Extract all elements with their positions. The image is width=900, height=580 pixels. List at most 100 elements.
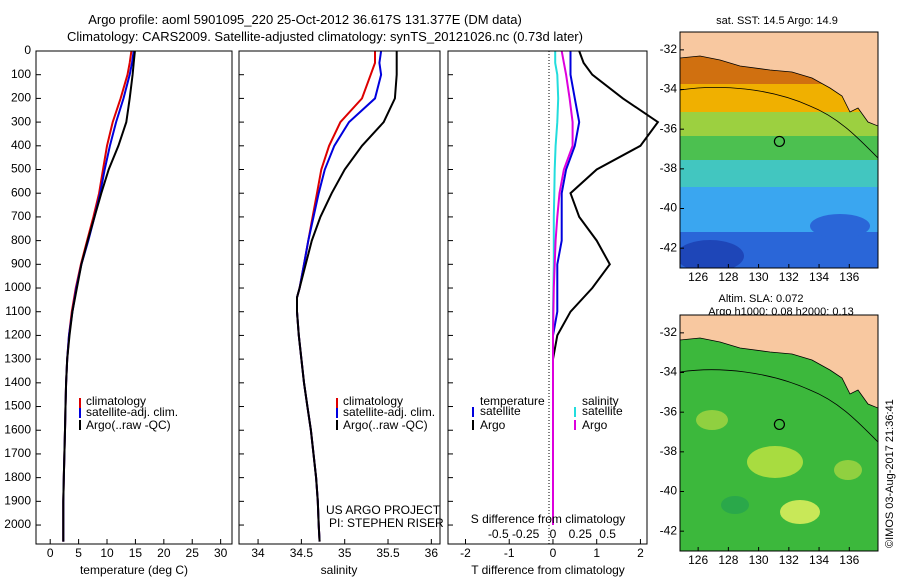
legend-label-argo: Argo(..raw -QC): [86, 418, 171, 432]
s-legend-label-satellite: satellite-adj. clim.: [343, 405, 435, 419]
series-line-climatology: [62, 50, 133, 542]
difference-legend: temperature satellite Argo salinity sate…: [472, 394, 623, 432]
map-x-tick-label: 128: [718, 553, 738, 567]
legend-label-satellite: satellite-adj. clim.: [86, 405, 178, 419]
top-tick-label: -0.25: [512, 527, 540, 541]
s-legend-label-climatology: climatology: [343, 394, 403, 408]
salinity-x-label: salinity: [321, 563, 358, 577]
x-tick-label: -1: [504, 546, 515, 560]
project-annotation-line1: US ARGO PROJECT: [326, 503, 441, 517]
y-tick-label: 1400: [4, 375, 31, 389]
legend-title-salinity: salinity: [582, 394, 619, 408]
sla-map-field: [680, 315, 878, 551]
x-tick-label: 15: [129, 546, 143, 560]
y-tick-label: 500: [11, 162, 31, 176]
y-tick-label: 400: [11, 138, 31, 152]
difference-x-ticks: -2 -1 0 1 2: [460, 539, 644, 560]
sla-land: [680, 315, 878, 409]
x-tick-label: 25: [186, 546, 200, 560]
legend-label-t-argo: Argo: [480, 418, 506, 432]
y-tick-label: 100: [11, 67, 31, 81]
x-tick-label: 35.5: [376, 546, 400, 560]
top-tick-label: 0: [550, 527, 557, 541]
x-tick-label: 10: [100, 546, 114, 560]
difference-axes-frame: [447, 50, 648, 545]
y-tick-label: 900: [11, 256, 31, 270]
y-tick-label: 1100: [5, 304, 31, 318]
sst-contour-line: [680, 87, 878, 159]
temperature-axes-frame: [35, 50, 233, 545]
map-y-tick-label: -42: [660, 240, 678, 254]
x-tick-label: 34: [251, 546, 265, 560]
x-tick-label: 1: [593, 546, 600, 560]
y-tick-label: 0: [24, 43, 31, 57]
sla-map-title-line1: Altim. SLA: 0.072: [719, 293, 804, 305]
y-tick-label: 1500: [4, 399, 31, 413]
figure-title-line2: Climatology: CARS2009. Satellite-adjuste…: [67, 29, 583, 44]
x-tick-label: 30: [214, 546, 228, 560]
map-y-tick-label: -40: [660, 484, 678, 498]
sst-map-panel: sat. SST: 14.5 Argo: 14.9 126 128 130 132 13…: [660, 15, 879, 284]
sla-high-patch-1: [747, 446, 803, 478]
sst-map-field: [680, 32, 878, 268]
map-x-tick-label: 126: [688, 270, 708, 284]
sla-high-patch-4: [834, 460, 862, 480]
map-x-tick-label: 132: [779, 553, 799, 567]
map-y-tick-label: -36: [660, 404, 678, 418]
x-tick-label: 0: [550, 546, 557, 560]
legend-label-s-satellite: satellite: [582, 404, 623, 418]
difference-panel: -2 -1 0 1 2 -0.5 -0.25 0 0.25 0.5 S difference f…: [447, 50, 660, 577]
map-x-tick-label: 134: [809, 553, 829, 567]
legend-title-temperature: temperature: [480, 394, 545, 408]
series-line-argo-raw-qc-: [296, 51, 398, 542]
temperature-legend: climatology satellite-adj. clim. Argo(..…: [79, 394, 178, 432]
sla-low-patch: [721, 496, 749, 514]
temperature-panel: 0 5 10 15 20 25 30 0 100 200 300 400 500 600 700 800 90…: [4, 43, 453, 577]
legend-label-t-satellite: satellite: [480, 404, 521, 418]
sst-map-frame: [679, 31, 879, 269]
y-tick-label: 1600: [4, 422, 31, 436]
sla-high-patch-3: [696, 410, 728, 430]
map-y-tick-label: -32: [660, 325, 678, 339]
x-tick-label: 2: [637, 546, 644, 560]
map-x-tick-label: 128: [718, 270, 738, 284]
sla-map-x-ticks: 126 128 130 132 134 136: [688, 547, 860, 567]
map-x-tick-label: 134: [809, 270, 829, 284]
y-tick-label: 2000: [4, 517, 31, 531]
x-tick-label: -2: [460, 546, 471, 560]
legend-label-climatology: climatology: [86, 394, 146, 408]
salinity-x-ticks: 34 34.5 35 35.5 36: [251, 539, 438, 560]
sla-argo-marker: [773, 418, 786, 431]
x-tick-label: 36: [425, 546, 439, 560]
sst-land: [680, 32, 878, 127]
sst-map-title: sat. SST: 14.5 Argo: 14.9: [716, 15, 838, 27]
map-x-tick-label: 132: [779, 270, 799, 284]
sst-cool-patch: [810, 214, 870, 238]
series-line-climatology: [296, 51, 376, 542]
x-tick-label: 35: [338, 546, 352, 560]
sla-map-y-ticks: -32 -34 -36 -38 -40 -42: [660, 325, 684, 537]
sst-map-x-ticks: 126 128 130 132 134 136: [688, 264, 860, 284]
x-tick-label: 34.5: [290, 546, 314, 560]
map-x-tick-label: 136: [839, 553, 859, 567]
salinity-lines: [296, 50, 398, 542]
map-y-tick-label: -32: [660, 42, 678, 56]
y-tick-label: 1000: [4, 280, 31, 294]
y-tick-label: 300: [11, 114, 31, 128]
map-x-tick-label: 126: [688, 553, 708, 567]
y-tick-label: 1300: [4, 351, 31, 365]
difference-lines: [552, 50, 660, 525]
y-tick-label: 1800: [4, 470, 31, 484]
s-legend-label-argo: Argo(..raw -QC): [343, 418, 428, 432]
salinity-legend: climatology satellite-adj. clim. Argo(..…: [336, 394, 435, 432]
salinity-axes-frame: [238, 50, 441, 545]
x-tick-label: 0: [47, 546, 54, 560]
series-line-temperature-argo: [552, 50, 660, 525]
salinity-panel: 34 34.5 35 35.5 36 salinity climatology sate…: [238, 50, 444, 577]
sla-contour-line: [680, 369, 878, 443]
y-tick-label: 800: [11, 233, 31, 247]
sla-high-patch-2: [780, 500, 820, 524]
y-tick-label: 600: [11, 185, 31, 199]
project-annotation-line2: PI: STEPHEN RISER: [329, 516, 444, 530]
figure-title-line1: Argo profile: aoml 5901095_220 25-Oct-20…: [88, 12, 522, 27]
